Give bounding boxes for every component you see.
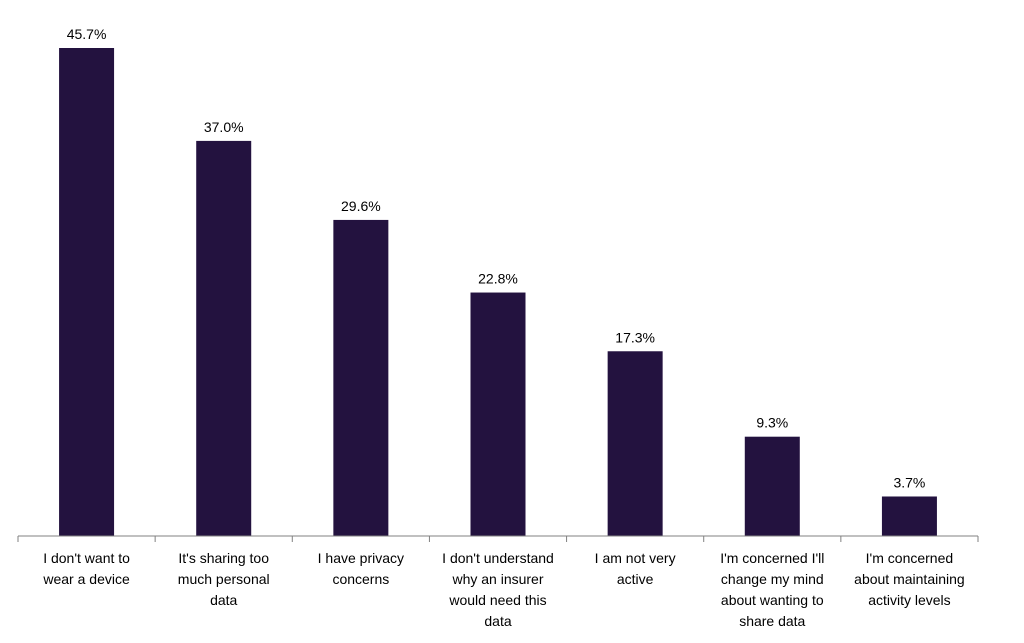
category-label-line: about wanting to xyxy=(721,592,824,608)
data-label: 3.7% xyxy=(893,474,925,490)
category-label-line: It's sharing too xyxy=(178,550,269,566)
category-label: It's sharing too much personal data xyxy=(178,550,270,608)
category-label-line: active xyxy=(617,571,654,587)
category-label: I'm concerned about maintaining activity l… xyxy=(854,550,965,608)
data-label: 22.8% xyxy=(478,271,518,287)
category-label: I don't understand why an insurer would ne… xyxy=(442,550,554,629)
category-label-line: I am not very xyxy=(595,550,676,566)
category-label: I'm concerned I'll change my mind about wa… xyxy=(720,550,824,629)
category-label-line: change my mind xyxy=(721,571,824,587)
category-label: I am not very active xyxy=(595,550,676,587)
category-label-line: I have privacy xyxy=(318,550,404,566)
category-label: I have privacy concerns xyxy=(318,550,404,587)
data-label: 17.3% xyxy=(615,329,655,345)
category-label-line: about maintaining xyxy=(854,571,965,587)
category-label-line: much personal xyxy=(178,571,270,587)
bars-group xyxy=(59,48,937,537)
category-label-line: share data xyxy=(739,613,805,629)
category-label-line: data xyxy=(210,592,237,608)
category-label-line: why an insurer xyxy=(451,571,543,587)
data-label: 45.7% xyxy=(67,26,107,42)
bar xyxy=(744,436,800,536)
bar xyxy=(333,219,389,537)
bar xyxy=(196,140,252,536)
data-label: 37.0% xyxy=(204,119,244,135)
data-labels-group: 45.7% 37.0% 29.6% 22.8% 17.3% 9.3% 3.7% xyxy=(67,26,926,490)
category-label-line: data xyxy=(484,613,511,629)
category-label-line: I'm concerned I'll xyxy=(720,550,824,566)
bar xyxy=(607,351,663,536)
x-axis-ticks-group xyxy=(17,536,979,542)
bar xyxy=(470,292,526,536)
category-labels-group: I don't want to wear a device It's sharing… xyxy=(42,550,964,629)
data-label: 9.3% xyxy=(756,415,788,431)
category-label-line: wear a device xyxy=(42,571,130,587)
category-label-line: concerns xyxy=(332,571,389,587)
category-label-line: I don't understand xyxy=(442,550,554,566)
category-label-line: activity levels xyxy=(868,592,950,608)
bar xyxy=(881,496,937,536)
category-label-line: I don't want to xyxy=(43,550,130,566)
category-label-line: I'm concerned xyxy=(866,550,954,566)
category-label-line: would need this xyxy=(448,592,546,608)
bar xyxy=(59,48,115,536)
category-label: I don't want to wear a device xyxy=(42,550,130,587)
data-label: 29.6% xyxy=(341,198,381,214)
